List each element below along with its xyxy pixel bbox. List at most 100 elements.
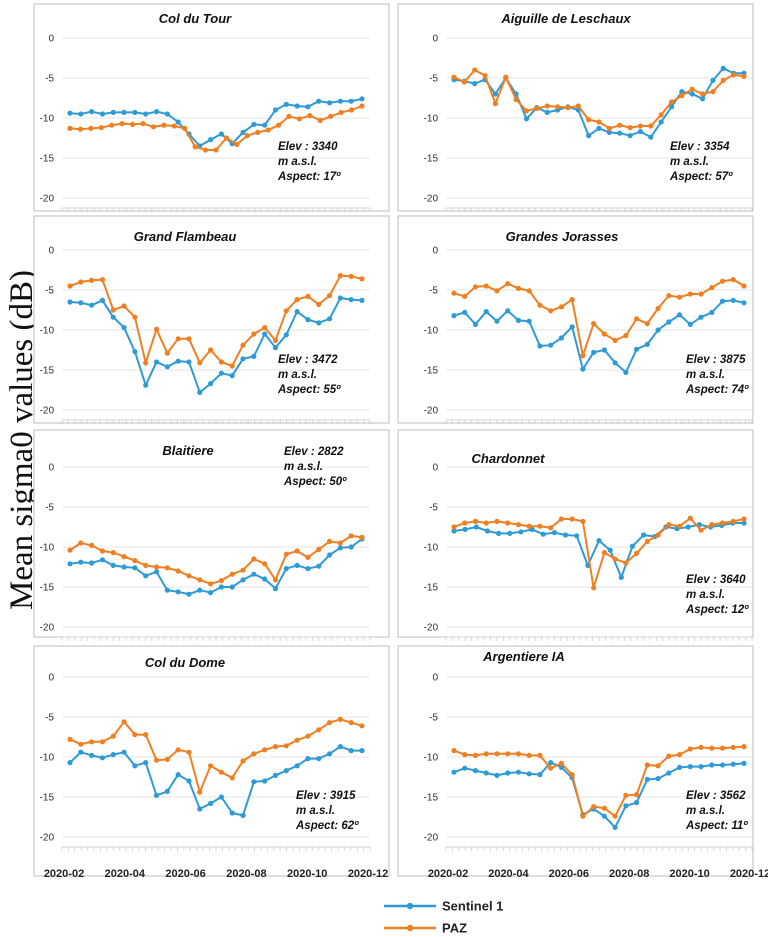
data-point (451, 524, 457, 530)
data-point (99, 277, 106, 283)
data-point (223, 135, 230, 141)
y-tick-label: -10 (40, 326, 55, 337)
data-point (78, 559, 84, 565)
data-point (251, 331, 257, 337)
data-point (483, 520, 489, 526)
y-tick-label: -5 (429, 74, 438, 85)
data-point (283, 768, 289, 774)
data-point (218, 370, 225, 376)
data-point (272, 107, 279, 113)
data-point (644, 538, 650, 545)
data-point (78, 111, 84, 117)
series-line-sentinel (69, 538, 363, 596)
data-point (283, 743, 289, 749)
elevation-annotation: Elev : 3472 (278, 354, 338, 366)
data-point (676, 312, 683, 318)
legend-label: PAZ (442, 921, 467, 936)
panel-title: Grand Flambeau (134, 229, 237, 244)
data-point (741, 744, 747, 750)
data-point (132, 732, 138, 738)
data-point (666, 753, 672, 759)
data-point (348, 748, 354, 754)
data-point (698, 314, 704, 320)
data-point (305, 554, 311, 561)
y-tick-label: 0 (48, 34, 54, 45)
data-point (89, 542, 95, 549)
data-point (494, 751, 500, 757)
data-point (197, 577, 203, 583)
data-point (601, 347, 607, 353)
data-point (197, 789, 203, 795)
y-tick-label: -15 (40, 583, 55, 594)
chart-panel: 0 -5 -10 -15 -20 Grand Flambeau Elev : 3472 m a… (33, 215, 390, 424)
data-point (558, 304, 565, 310)
data-point (679, 93, 685, 99)
data-point (601, 805, 607, 811)
x-tick-label: 2020-06 (165, 868, 205, 880)
data-point (283, 101, 289, 107)
data-point (67, 547, 73, 553)
data-point (526, 288, 532, 294)
data-point (262, 778, 268, 784)
data-point (89, 109, 95, 115)
data-point (78, 741, 84, 747)
y-tick-label: 0 (432, 34, 438, 45)
data-point (89, 752, 95, 759)
data-point (164, 788, 170, 795)
data-point (655, 763, 661, 769)
data-point (326, 720, 333, 726)
data-point (548, 765, 554, 771)
data-point (505, 520, 511, 526)
data-point (186, 778, 192, 784)
data-point (526, 771, 532, 777)
data-point (143, 760, 149, 766)
data-point (472, 518, 479, 525)
data-point (451, 74, 457, 80)
data-point (698, 527, 704, 533)
data-point (251, 751, 257, 757)
data-point (283, 566, 289, 572)
data-point (88, 125, 94, 131)
data-point (98, 125, 104, 131)
x-tick-label: 2020-06 (549, 868, 589, 880)
elevation-annotation: Aspect: 74º (685, 384, 749, 396)
y-tick-label: 0 (432, 673, 438, 684)
data-point (337, 98, 343, 104)
data-point (359, 276, 365, 282)
panel-title: Col du Tour (159, 11, 232, 26)
data-point (186, 359, 192, 365)
data-point (606, 125, 612, 131)
data-point (110, 314, 116, 320)
data-point (294, 297, 300, 303)
chart-panel: 0 -5 -10 -15 -20 Grandes Jorasses Elev : 3875 m… (397, 215, 754, 424)
data-point (316, 98, 322, 104)
data-point (283, 332, 289, 338)
data-point (483, 751, 489, 757)
data-point (316, 563, 322, 569)
data-point (175, 336, 181, 342)
data-point (741, 300, 747, 306)
data-point (153, 757, 160, 763)
data-point (272, 744, 279, 750)
data-point (186, 749, 192, 755)
data-point (207, 347, 214, 353)
panel-title: Col du Dome (145, 655, 225, 670)
data-point (171, 123, 177, 129)
data-point (240, 758, 246, 764)
data-point (730, 297, 736, 303)
data-point (305, 293, 311, 299)
data-point (523, 108, 530, 114)
y-tick-label: 0 (48, 246, 54, 257)
data-point (472, 768, 479, 774)
data-point (633, 550, 640, 557)
y-tick-label: -5 (45, 503, 54, 514)
data-point (164, 364, 170, 370)
data-point (461, 79, 467, 85)
y-tick-label: -5 (45, 713, 54, 724)
data-point (286, 113, 292, 119)
data-point (294, 309, 300, 315)
data-point (591, 585, 597, 591)
data-point (99, 557, 106, 563)
data-point (359, 103, 365, 109)
data-point (132, 314, 138, 320)
